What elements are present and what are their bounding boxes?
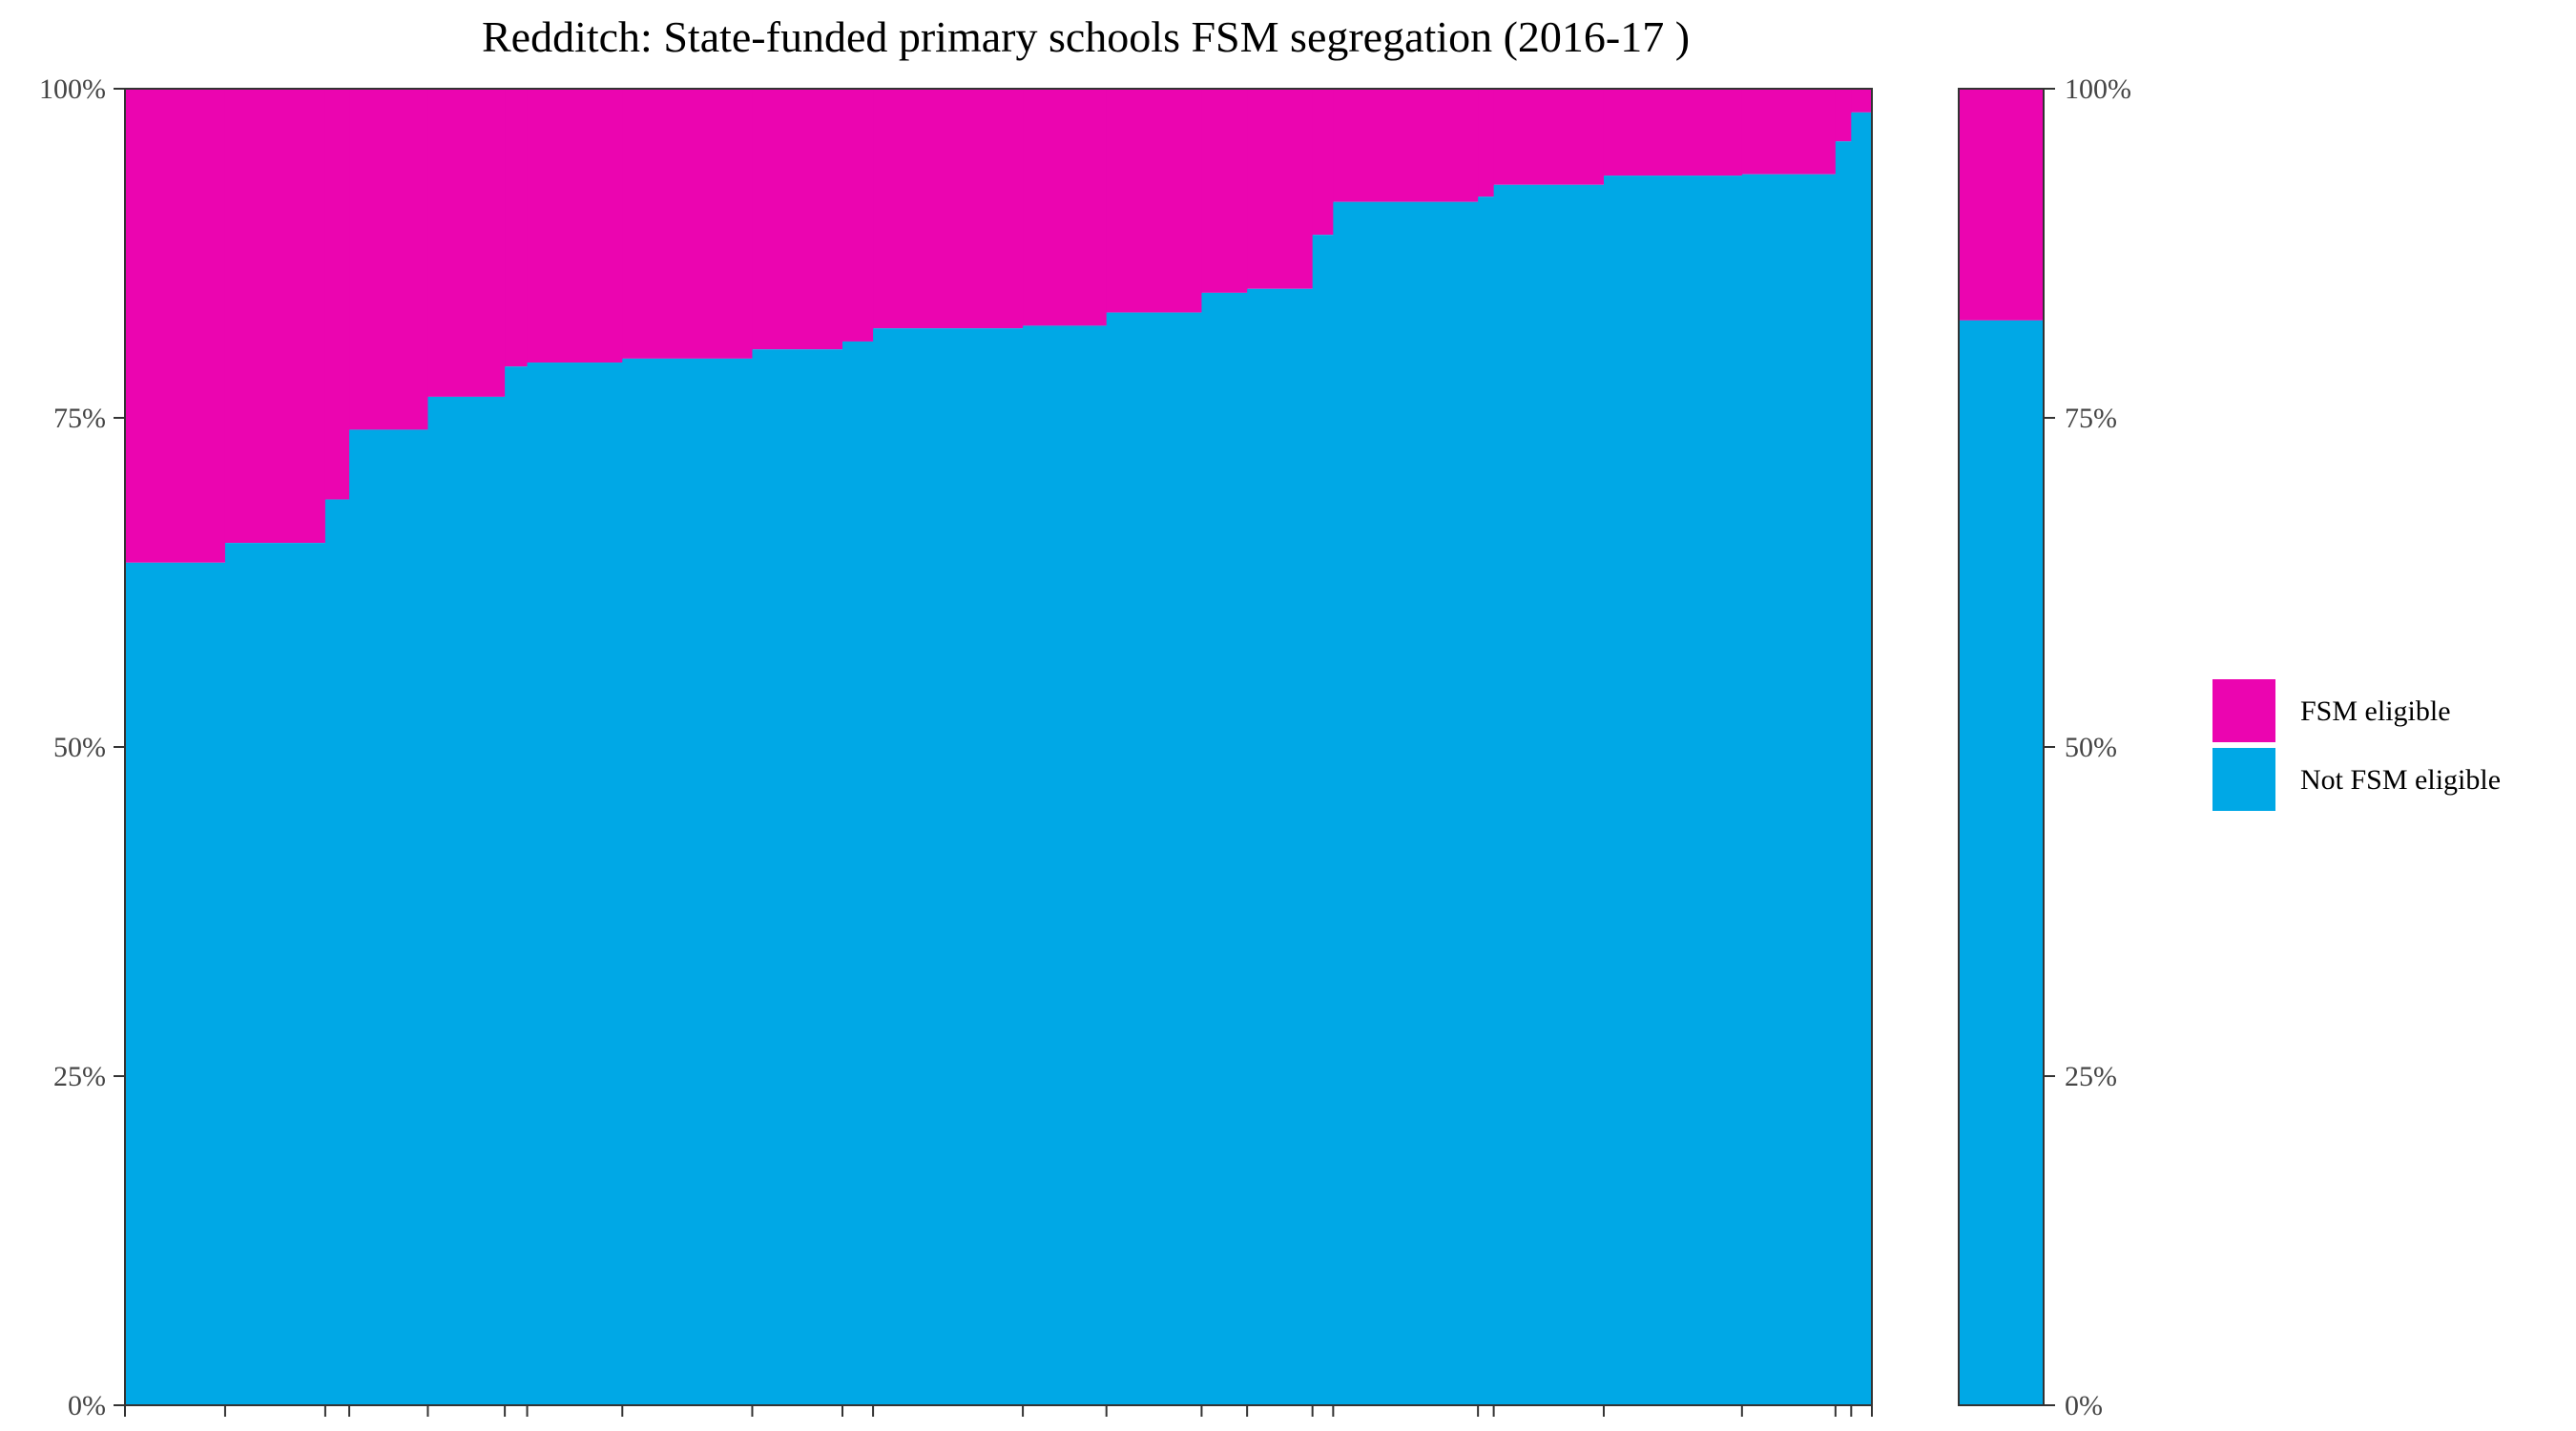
y-tick-label-right: 75%: [2065, 403, 2117, 434]
bar-fsm-school-18: [1478, 89, 1495, 197]
bar-fsm-school-5: [427, 89, 506, 397]
bar-not-fsm-school-15: [1247, 288, 1314, 1405]
y-tick-label-left: 100%: [39, 73, 106, 105]
bar-not-fsm-school-7: [527, 363, 623, 1405]
bar-fsm-school-2: [224, 89, 326, 544]
legend-label-2: Not FSM eligible: [2300, 764, 2501, 796]
bar-fsm-total: [1959, 89, 2044, 321]
y-tick-label-left: 75%: [53, 403, 106, 434]
bar-not-fsm-total: [1959, 320, 2044, 1405]
bar-not-fsm-school-2: [224, 543, 326, 1405]
chart-title: Redditch: State-funded primary schools F…: [482, 12, 1690, 61]
y-axis-right: 0% 25% 50% 75% 100%: [2044, 73, 2131, 1421]
bar-fsm-school-16: [1312, 89, 1334, 236]
bar-fsm-school-21: [1741, 89, 1837, 175]
legend-swatch-2: [2212, 748, 2275, 811]
bar-not-fsm-school-22: [1835, 141, 1852, 1406]
bar-fsm-school-10: [842, 89, 874, 342]
bar-fsm-school-13: [1106, 89, 1203, 313]
bar-not-fsm-school-3: [324, 499, 350, 1405]
legend-swatch-1: [2212, 679, 2275, 742]
bar-fsm-school-19: [1493, 89, 1605, 185]
bar-fsm-school-22: [1835, 89, 1852, 142]
bar-not-fsm-school-12: [1023, 325, 1108, 1405]
y-tick-label-right: 25%: [2065, 1061, 2117, 1092]
y-tick-label-left: 0%: [68, 1390, 106, 1421]
legend: FSM eligible Not FSM eligible: [2212, 679, 2501, 811]
bar-fsm-school-15: [1247, 89, 1314, 289]
bar-fsm-school-23: [1851, 89, 1873, 113]
y-tick-label-right: 100%: [2065, 73, 2131, 105]
schools-plot: [124, 88, 1873, 1406]
bar-not-fsm-school-16: [1312, 235, 1334, 1406]
bar-not-fsm-school-10: [842, 341, 874, 1406]
bar-fsm-school-3: [324, 89, 350, 500]
bar-not-fsm-school-19: [1493, 184, 1605, 1406]
x-axis-ticks: [124, 1405, 1873, 1417]
y-tick-label-right: 50%: [2065, 732, 2117, 763]
bar-not-fsm-school-11: [873, 328, 1024, 1405]
bar-not-fsm-school-9: [752, 349, 843, 1405]
bar-fsm-school-17: [1333, 89, 1479, 202]
bar-fsm-school-1: [125, 89, 226, 563]
bar-not-fsm-school-8: [622, 358, 754, 1405]
bar-not-fsm-school-23: [1851, 112, 1873, 1406]
bar-not-fsm-school-13: [1106, 312, 1203, 1406]
bar-fsm-school-8: [622, 89, 754, 359]
bar-not-fsm-school-20: [1603, 176, 1743, 1406]
bar-not-fsm-school-4: [349, 429, 429, 1405]
y-tick-label-left: 50%: [53, 732, 106, 763]
bar-not-fsm-school-14: [1201, 292, 1248, 1405]
bar-not-fsm-school-5: [427, 396, 506, 1405]
total-plot: [1958, 88, 2045, 1406]
bar-not-fsm-school-18: [1478, 197, 1495, 1405]
bar-fsm-school-14: [1201, 89, 1248, 293]
bar-not-fsm-school-6: [505, 366, 529, 1406]
bar-not-fsm-school-1: [125, 562, 226, 1405]
bar-fsm-school-7: [527, 89, 623, 363]
bar-fsm-school-4: [349, 89, 429, 430]
bar-fsm-school-12: [1023, 89, 1108, 326]
y-tick-label-right: 0%: [2065, 1390, 2103, 1421]
bar-not-fsm-school-17: [1333, 201, 1479, 1406]
y-tick-label-left: 25%: [53, 1061, 106, 1092]
bar-fsm-school-6: [505, 89, 529, 367]
y-axis-left: 0% 25% 50% 75% 100%: [39, 73, 125, 1421]
bar-fsm-school-11: [873, 89, 1024, 329]
bar-fsm-school-20: [1603, 89, 1743, 176]
legend-label-1: FSM eligible: [2300, 695, 2451, 727]
bar-fsm-school-9: [752, 89, 843, 350]
bar-not-fsm-school-21: [1741, 174, 1837, 1406]
